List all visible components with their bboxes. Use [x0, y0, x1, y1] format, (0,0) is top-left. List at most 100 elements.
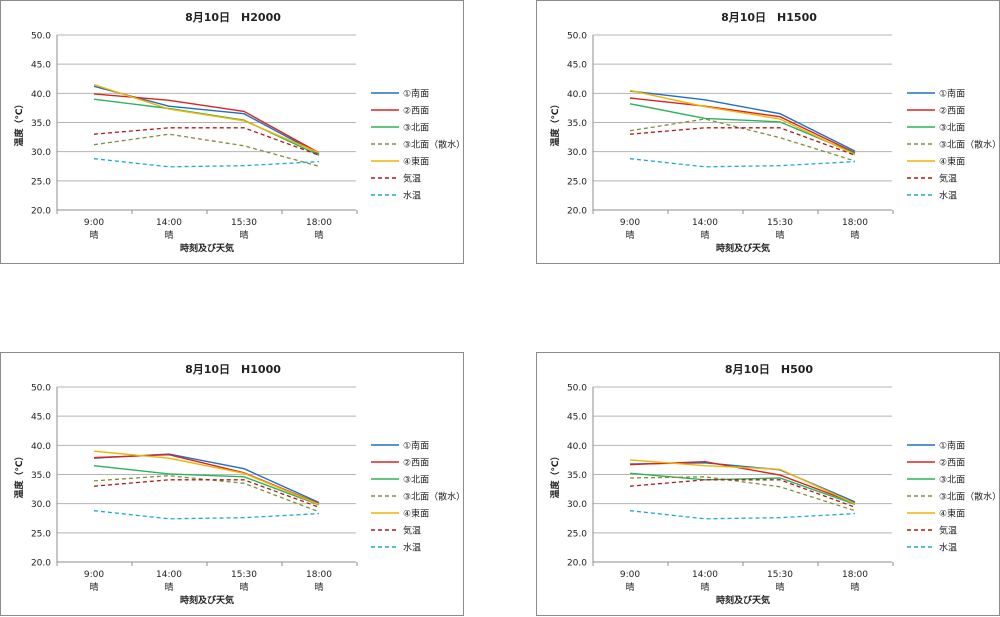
y-tick-label: 45.0 — [567, 413, 587, 423]
y-tick-label: 30.0 — [31, 500, 51, 510]
x-axis-title: 時刻及び天気 — [716, 242, 770, 254]
legend-label: 気温 — [403, 525, 421, 537]
legend-label: 水温 — [939, 190, 957, 202]
x-tick-label-weather: 晴 — [164, 581, 173, 593]
y-tick-label: 30.0 — [567, 148, 587, 158]
series-line — [93, 453, 320, 504]
x-tick-label-time: 14:00 — [156, 218, 182, 228]
legend-label: 水温 — [403, 190, 421, 202]
legend-label: ①南面 — [939, 440, 965, 452]
series-line — [93, 127, 320, 156]
legend-label: 気温 — [403, 173, 421, 185]
y-tick-label: 25.0 — [567, 177, 587, 187]
legend-label: ③北面（散水） — [939, 491, 1000, 503]
x-tick-label-time: 9:00 — [620, 218, 640, 228]
legend-label: ③北面 — [403, 475, 429, 486]
chart-h500: 8月10日 H500 20.0 25.0 30.0 35.0 40.0 45.0 50.0 9:… — [549, 363, 1000, 606]
legend-label: ③北面 — [939, 475, 965, 486]
y-tick-label: 35.0 — [31, 119, 51, 129]
chart-title: 8月10日 H500 — [725, 363, 813, 376]
chart-h1000: 8月10日 H1000 20.0 25.0 30.0 35.0 40.0 45.0 50.0 9… — [13, 363, 465, 606]
x-tick-label-weather: 晴 — [700, 229, 709, 241]
x-tick-label-weather: 晴 — [625, 581, 634, 593]
y-tick-label: 40.0 — [31, 442, 51, 452]
y-tick-label: 30.0 — [31, 148, 51, 158]
x-axis-title: 時刻及び天気 — [180, 594, 234, 606]
x-tick-label-time: 18:00 — [306, 570, 332, 580]
legend-label: 気温 — [939, 525, 957, 537]
y-tick-label: 35.0 — [567, 471, 587, 481]
legend-label: ④東面 — [403, 156, 429, 168]
y-tick-label: 50.0 — [567, 32, 587, 42]
y-tick-label: 40.0 — [31, 90, 51, 100]
legend-label: ①南面 — [939, 88, 965, 100]
y-axis-title: 温度（℃） — [549, 100, 561, 147]
legend-label: 気温 — [939, 173, 957, 185]
series-line — [629, 127, 856, 156]
legend-label: ①南面 — [403, 88, 429, 100]
y-tick-label: 50.0 — [31, 384, 51, 394]
series-line — [629, 118, 856, 162]
series-line — [629, 479, 856, 508]
chart-title: 8月10日 H2000 — [185, 11, 281, 24]
y-tick-label: 20.0 — [567, 207, 587, 217]
y-tick-label: 20.0 — [31, 559, 51, 569]
chart-panel-h2000: 8月10日 H2000 20.0 25.0 30.0 35.0 40.0 45.0 50.0 9… — [0, 0, 465, 264]
y-tick-label: 40.0 — [567, 90, 587, 100]
y-tick-label: 50.0 — [567, 384, 587, 394]
y-tick-label: 30.0 — [567, 500, 587, 510]
y-tick-label: 45.0 — [31, 413, 51, 423]
series-line — [93, 475, 320, 513]
x-tick-label-weather: 晴 — [314, 229, 323, 241]
x-tick-label-time: 9:00 — [84, 218, 104, 228]
series-line — [93, 83, 320, 154]
legend-label: ②西面 — [939, 106, 965, 117]
x-tick-label-time: 18:00 — [306, 218, 332, 228]
legend-label: ②西面 — [939, 458, 965, 469]
y-tick-label: 40.0 — [567, 442, 587, 452]
legend-label: ③北面（散水） — [403, 139, 465, 151]
x-tick-label-weather: 晴 — [164, 229, 173, 241]
y-tick-label: 45.0 — [31, 61, 51, 71]
x-tick-label-weather: 晴 — [700, 581, 709, 593]
series-line — [629, 158, 856, 168]
chart-panel-h1000: 8月10日 H1000 20.0 25.0 30.0 35.0 40.0 45.0 50.0 9… — [0, 352, 465, 616]
chart-panel-h500: 8月10日 H500 20.0 25.0 30.0 35.0 40.0 45.0 50.0 9:… — [536, 352, 1000, 616]
legend-label: ④東面 — [939, 508, 965, 520]
y-tick-label: 25.0 — [31, 529, 51, 539]
legend-label: ④東面 — [939, 156, 965, 168]
x-tick-label-time: 14:00 — [156, 570, 182, 580]
x-tick-label-weather: 晴 — [89, 229, 98, 241]
y-tick-label: 20.0 — [31, 207, 51, 217]
x-tick-label-weather: 晴 — [239, 229, 248, 241]
series-line — [629, 476, 856, 512]
legend-label: ③北面 — [939, 123, 965, 134]
x-tick-label-time: 15:30 — [231, 570, 257, 580]
series-line — [629, 89, 856, 156]
series-line — [629, 103, 856, 155]
series-line — [629, 472, 856, 505]
series-line — [93, 450, 320, 505]
x-tick-label-weather: 晴 — [89, 581, 98, 593]
y-tick-label: 35.0 — [31, 471, 51, 481]
series-line — [629, 510, 856, 520]
x-tick-label-time: 15:30 — [231, 218, 257, 228]
x-tick-label-time: 18:00 — [842, 570, 868, 580]
legend-label: ①南面 — [403, 440, 429, 452]
series-line — [629, 97, 856, 154]
chart-h2000: 8月10日 H2000 20.0 25.0 30.0 35.0 40.0 45.0 50.0 9… — [13, 11, 465, 254]
legend-label: ④東面 — [403, 508, 429, 520]
x-tick-label-time: 15:30 — [767, 570, 793, 580]
x-tick-label-time: 14:00 — [692, 570, 718, 580]
x-tick-label-weather: 晴 — [239, 581, 248, 593]
x-tick-label-weather: 晴 — [314, 581, 323, 593]
chart-h1500: 8月10日 H1500 20.0 25.0 30.0 35.0 40.0 45.0 50.0 9… — [549, 11, 1000, 254]
y-axis-title: 温度（℃） — [549, 452, 561, 499]
chart-title: 8月10日 H1500 — [721, 11, 817, 24]
series-line — [93, 479, 320, 508]
x-tick-label-weather: 晴 — [625, 229, 634, 241]
y-axis-title: 温度（℃） — [13, 100, 25, 147]
x-axis-title: 時刻及び天気 — [180, 242, 234, 254]
y-tick-label: 50.0 — [31, 32, 51, 42]
x-tick-label-weather: 晴 — [775, 581, 784, 593]
